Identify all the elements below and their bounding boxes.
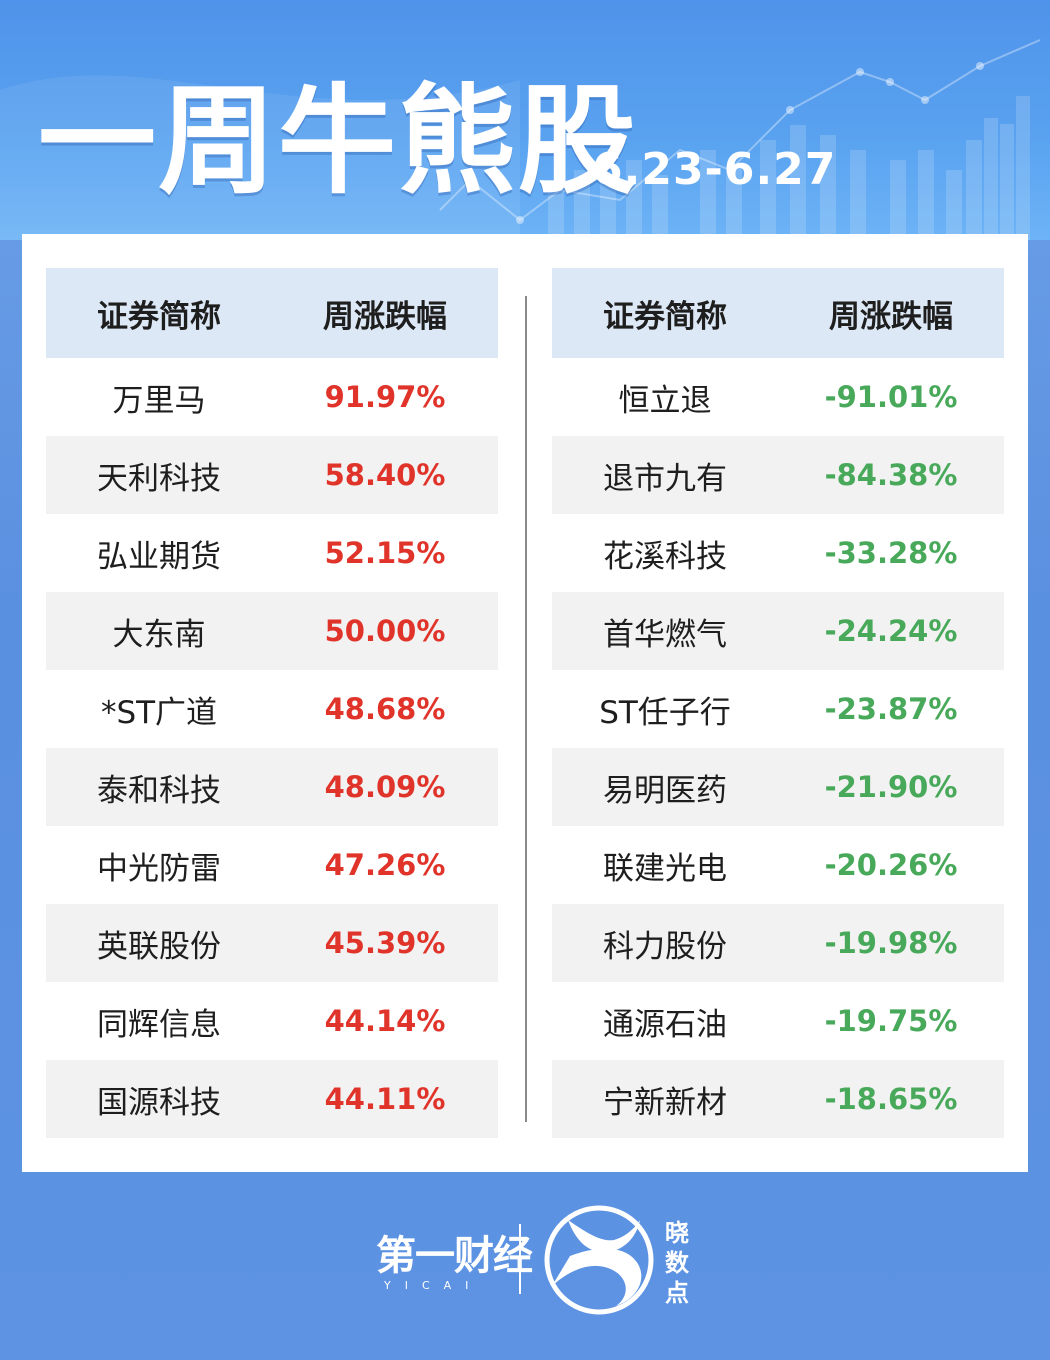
weekly-change: 47.26%: [324, 848, 446, 882]
yicai-logo: 第一财经: [376, 1233, 533, 1279]
weekly-change: 44.14%: [324, 1004, 446, 1038]
weekly-change: 48.68%: [324, 692, 446, 726]
column-divider: [525, 296, 527, 1122]
wordmark-char: 点: [665, 1279, 689, 1307]
weekly-change: -84.38%: [824, 458, 958, 492]
weekly-change: -24.24%: [824, 614, 958, 648]
weekly-change: -21.90%: [824, 770, 958, 804]
losers-table: 证券简称 周涨跌幅 恒立退 -91.01% 退市九有 -84.38% 花溪科技 -33…: [552, 268, 1004, 1138]
weekly-change: 50.00%: [324, 614, 446, 648]
weekly-change: -23.87%: [824, 692, 958, 726]
stock-name: 退市九有: [603, 460, 727, 497]
stock-name: 泰和科技: [97, 772, 221, 809]
table-row: 泰和科技 48.09%: [46, 748, 498, 826]
weekly-change: 48.09%: [324, 770, 446, 804]
weekly-change: 45.39%: [324, 926, 446, 960]
stock-name: 通源石油: [603, 1006, 727, 1043]
table-row: 大东南 50.00%: [46, 592, 498, 670]
stock-name: 英联股份: [97, 928, 221, 965]
stock-name: 易明医药: [603, 772, 727, 809]
date-range: 6.23-6.27: [592, 144, 837, 195]
weekly-change: -91.01%: [824, 380, 958, 414]
stock-name: 首华燃气: [603, 616, 727, 653]
stock-name: 宁新新材: [603, 1084, 727, 1121]
table-row: 退市九有 -84.38%: [552, 436, 1004, 514]
weekly-change: -18.65%: [824, 1082, 958, 1116]
weekly-change: -19.75%: [824, 1004, 958, 1038]
table-row: 通源石油 -19.75%: [552, 982, 1004, 1060]
table-row: 天利科技 58.40%: [46, 436, 498, 514]
table-row: 易明医药 -21.90%: [552, 748, 1004, 826]
table-row: 科力股份 -19.98%: [552, 904, 1004, 982]
table-row: 恒立退 -91.01%: [552, 358, 1004, 436]
stock-name: 花溪科技: [603, 538, 727, 575]
weekly-change: 58.40%: [324, 458, 446, 492]
weekly-change: 52.15%: [324, 536, 446, 570]
table-row: 同辉信息 44.14%: [46, 982, 498, 1060]
stock-name: 国源科技: [97, 1084, 221, 1121]
stock-name: ST任子行: [599, 694, 731, 731]
header-name: 证券简称: [603, 298, 727, 335]
table-row: *ST广道 48.68%: [46, 670, 498, 748]
table-row: 首华燃气 -24.24%: [552, 592, 1004, 670]
table-row: ST任子行 -23.87%: [552, 670, 1004, 748]
stock-name: 中光防雷: [97, 850, 221, 887]
stock-name: 同辉信息: [97, 1006, 221, 1043]
wordmark-char: 晓: [665, 1219, 689, 1247]
table-row: 万里马 91.97%: [46, 358, 498, 436]
header-change: 周涨跌幅: [323, 298, 447, 335]
stock-name: 弘业期货: [97, 538, 221, 575]
weekly-change: 91.97%: [324, 380, 446, 414]
logo-separator: [519, 1224, 521, 1294]
stock-name: 天利科技: [97, 460, 221, 497]
table-row: 英联股份 45.39%: [46, 904, 498, 982]
hero-banner: 一周牛熊股 6.23-6.27: [0, 0, 1050, 240]
table-row: 联建光电 -20.26%: [552, 826, 1004, 904]
stock-name: 恒立退: [618, 382, 712, 419]
weekly-change: -19.98%: [824, 926, 958, 960]
xiaoshudian-logo-icon: [544, 1205, 654, 1315]
table-row: 弘业期货 52.15%: [46, 514, 498, 592]
weekly-change: -20.26%: [824, 848, 958, 882]
footer-branding: 第一财经 YICAI 晓 数 点: [0, 1196, 1050, 1326]
table-row: 宁新新材 -18.65%: [552, 1060, 1004, 1138]
xiaoshudian-wordmark: 晓 数 点: [662, 1218, 692, 1308]
stock-name: 万里马: [112, 382, 206, 419]
stock-name: 联建光电: [603, 850, 727, 887]
header-name: 证券简称: [97, 298, 221, 335]
stock-name: *ST广道: [100, 694, 218, 731]
wordmark-char: 数: [665, 1249, 689, 1277]
header-change: 周涨跌幅: [829, 298, 953, 335]
table-header: 证券简称 周涨跌幅: [552, 268, 1004, 358]
chart-decoration-graphic: [0, 39, 1041, 240]
tables-panel: 证券简称 周涨跌幅 万里马 91.97% 天利科技 58.40% 弘业期货 52.15…: [22, 234, 1028, 1172]
yicai-logo-sub: YICAI: [384, 1279, 483, 1292]
stock-name: 大东南: [112, 616, 206, 653]
stock-name: 科力股份: [603, 928, 727, 965]
table-header: 证券简称 周涨跌幅: [46, 268, 498, 358]
table-row: 花溪科技 -33.28%: [552, 514, 1004, 592]
table-row: 国源科技 44.11%: [46, 1060, 498, 1138]
gainers-table: 证券简称 周涨跌幅 万里马 91.97% 天利科技 58.40% 弘业期货 52.15…: [46, 268, 498, 1138]
weekly-change: -33.28%: [824, 536, 958, 570]
table-row: 中光防雷 47.26%: [46, 826, 498, 904]
page-title: 一周牛熊股: [38, 72, 639, 210]
weekly-change: 44.11%: [324, 1082, 446, 1116]
